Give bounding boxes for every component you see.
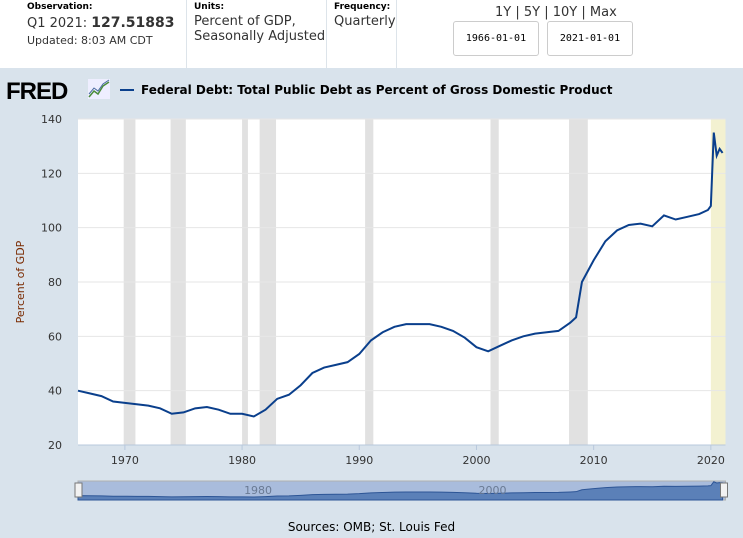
fred-logo: FRED (6, 78, 68, 105)
navigator-handle-right[interactable] (720, 482, 728, 498)
x-tick-label: 2010 (580, 454, 608, 467)
y-tick-label: 120 (41, 167, 62, 180)
end-date-input[interactable]: 2021-01-01 (547, 21, 633, 56)
range-selector: 1Y | 5Y | 10Y | Max (495, 5, 617, 20)
navigator-label: 1980 (244, 484, 272, 497)
range-1y[interactable]: 1Y (495, 5, 512, 20)
start-date-input[interactable]: 1966-01-01 (453, 21, 539, 56)
x-tick-label: 1970 (111, 454, 139, 467)
y-tick-label: 40 (48, 385, 62, 398)
y-tick-label: 140 (41, 113, 62, 126)
x-tick-label: 1980 (228, 454, 256, 467)
units: Units: Percent of GDP, Seasonally Adjust… (194, 2, 326, 44)
chart-logo-icon (88, 79, 110, 99)
navigator-series (77, 481, 724, 501)
chart-title: Federal Debt: Total Public Debt as Perce… (141, 83, 613, 97)
x-tick-label: 1990 (345, 454, 373, 467)
range-max[interactable]: Max (589, 5, 617, 20)
range-10y[interactable]: 10Y (552, 5, 578, 20)
y-tick-label: 20 (48, 439, 62, 452)
range-5y[interactable]: 5Y (523, 5, 541, 20)
observation: Observation: Q1 2021: 127.51883 Updated:… (27, 2, 175, 47)
y-tick-label: 100 (41, 222, 62, 235)
navigator-label: 2000 (478, 484, 506, 497)
series-line (77, 132, 724, 418)
legend-swatch (120, 89, 134, 91)
x-tick-label: 2020 (697, 454, 725, 467)
frequency: Frequency: Quarterly (334, 2, 396, 29)
y-tick-label: 60 (48, 330, 62, 343)
x-tick-label: 2000 (462, 454, 490, 467)
navigator-handle-left[interactable] (74, 482, 83, 498)
info-bar: Observation: Q1 2021: 127.51883 Updated:… (0, 0, 743, 68)
sources: Sources: OMB; St. Louis Fed (287, 520, 456, 534)
y-tick-label: 80 (48, 276, 62, 289)
y-axis-label: Percent of GDP (14, 240, 27, 323)
